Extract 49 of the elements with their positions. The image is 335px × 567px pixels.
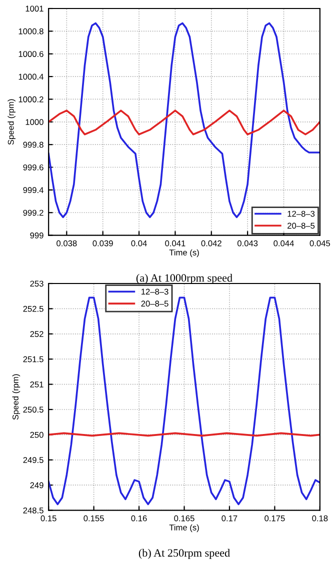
y-tick-label: 999.2 [23,210,44,216]
x-tick-label: 0.175 [264,515,285,522]
line-series [48,110,320,136]
y-tick-label: 999.4 [23,187,44,194]
y-axis-title: Speed (rpm) [12,374,20,420]
x-axis-title: Time (s) [169,524,199,532]
x-tick-label: 0.041 [165,240,186,246]
y-tick-label: 253 [30,280,44,287]
x-tick-label: 0.045 [310,240,330,246]
x-tick-label: 0.17 [222,515,238,522]
x-tick-label: 0.16 [131,515,147,522]
y-tick-label: 1000.6 [18,51,44,57]
y-tick-label: 250 [30,432,44,438]
y-tick-label: 252 [30,331,44,337]
x-tick-label: 0.04 [131,240,147,246]
y-tick-label: 251 [30,382,44,388]
y-tick-label: 999.6 [23,164,44,170]
x-tick-label: 0.155 [84,515,104,522]
line-series [48,22,320,218]
x-tick-label: 0.043 [237,240,258,246]
y-tick-label: 999.8 [23,142,44,148]
legend-label: 12–8–3 [142,288,168,295]
x-tick-label: 0.165 [174,515,194,522]
x-tick-label: 0.18 [312,515,328,522]
y-tick-label: 249 [30,482,44,488]
y-tick-label: 1000.4 [18,74,44,80]
x-tick-label: 0.038 [56,240,77,246]
y-tick-label: 252.5 [23,306,44,312]
x-tick-label: 0.039 [92,240,113,246]
y-tick-label: 1000.2 [18,96,44,102]
y-tick-label: 999 [30,232,44,238]
x-tick-label: 0.042 [201,240,222,246]
annotation: (a) At 1000rpm speed [136,274,232,284]
y-tick-label: 250.5 [23,406,44,413]
y-axis-title: Speed (rpm) [8,99,16,145]
y-tick-label: 249.5 [23,457,44,463]
x-tick-label: 0.044 [274,240,294,246]
y-tick-label: 1000.8 [18,28,44,34]
y-tick-label: 251.5 [23,356,44,362]
legend-label: 20–8–5 [288,222,315,229]
text: (b) At 250rpm speed [138,548,230,559]
y-tick-label: 248.5 [23,508,44,514]
legend-label: 20–8–5 [141,300,168,307]
x-tick-label: 0.15 [40,515,56,522]
y-tick-label: 1001 [26,6,44,12]
legend-label: 12–8–3 [288,210,315,217]
line-series [48,296,320,506]
y-tick-label: 1000 [26,119,44,126]
x-axis-title: Time (s) [169,249,199,258]
